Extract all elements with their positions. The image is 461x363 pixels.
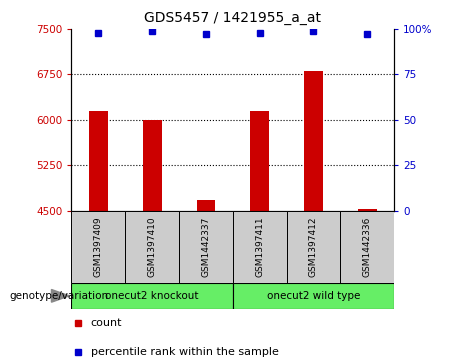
Text: GSM1397411: GSM1397411 [255, 216, 264, 277]
Text: genotype/variation: genotype/variation [9, 291, 108, 301]
FancyBboxPatch shape [233, 283, 394, 309]
Bar [358, 209, 377, 211]
FancyBboxPatch shape [287, 211, 340, 283]
Text: GSM1442337: GSM1442337 [201, 217, 210, 277]
FancyBboxPatch shape [340, 211, 394, 283]
FancyBboxPatch shape [71, 211, 125, 283]
Text: GSM1397409: GSM1397409 [94, 216, 103, 277]
Bar [196, 200, 215, 211]
Polygon shape [52, 290, 69, 302]
Bar [143, 120, 161, 211]
FancyBboxPatch shape [71, 283, 233, 309]
Text: GSM1442336: GSM1442336 [363, 217, 372, 277]
Text: GSM1397410: GSM1397410 [148, 216, 157, 277]
Bar [89, 111, 108, 211]
Bar [250, 111, 269, 211]
Text: percentile rank within the sample: percentile rank within the sample [91, 347, 279, 357]
Bar [304, 72, 323, 211]
Text: GSM1397412: GSM1397412 [309, 217, 318, 277]
FancyBboxPatch shape [179, 211, 233, 283]
FancyBboxPatch shape [233, 211, 287, 283]
Title: GDS5457 / 1421955_a_at: GDS5457 / 1421955_a_at [144, 11, 321, 25]
FancyBboxPatch shape [125, 211, 179, 283]
Text: count: count [91, 318, 122, 328]
Text: onecut2 knockout: onecut2 knockout [106, 291, 199, 301]
Text: onecut2 wild type: onecut2 wild type [267, 291, 360, 301]
